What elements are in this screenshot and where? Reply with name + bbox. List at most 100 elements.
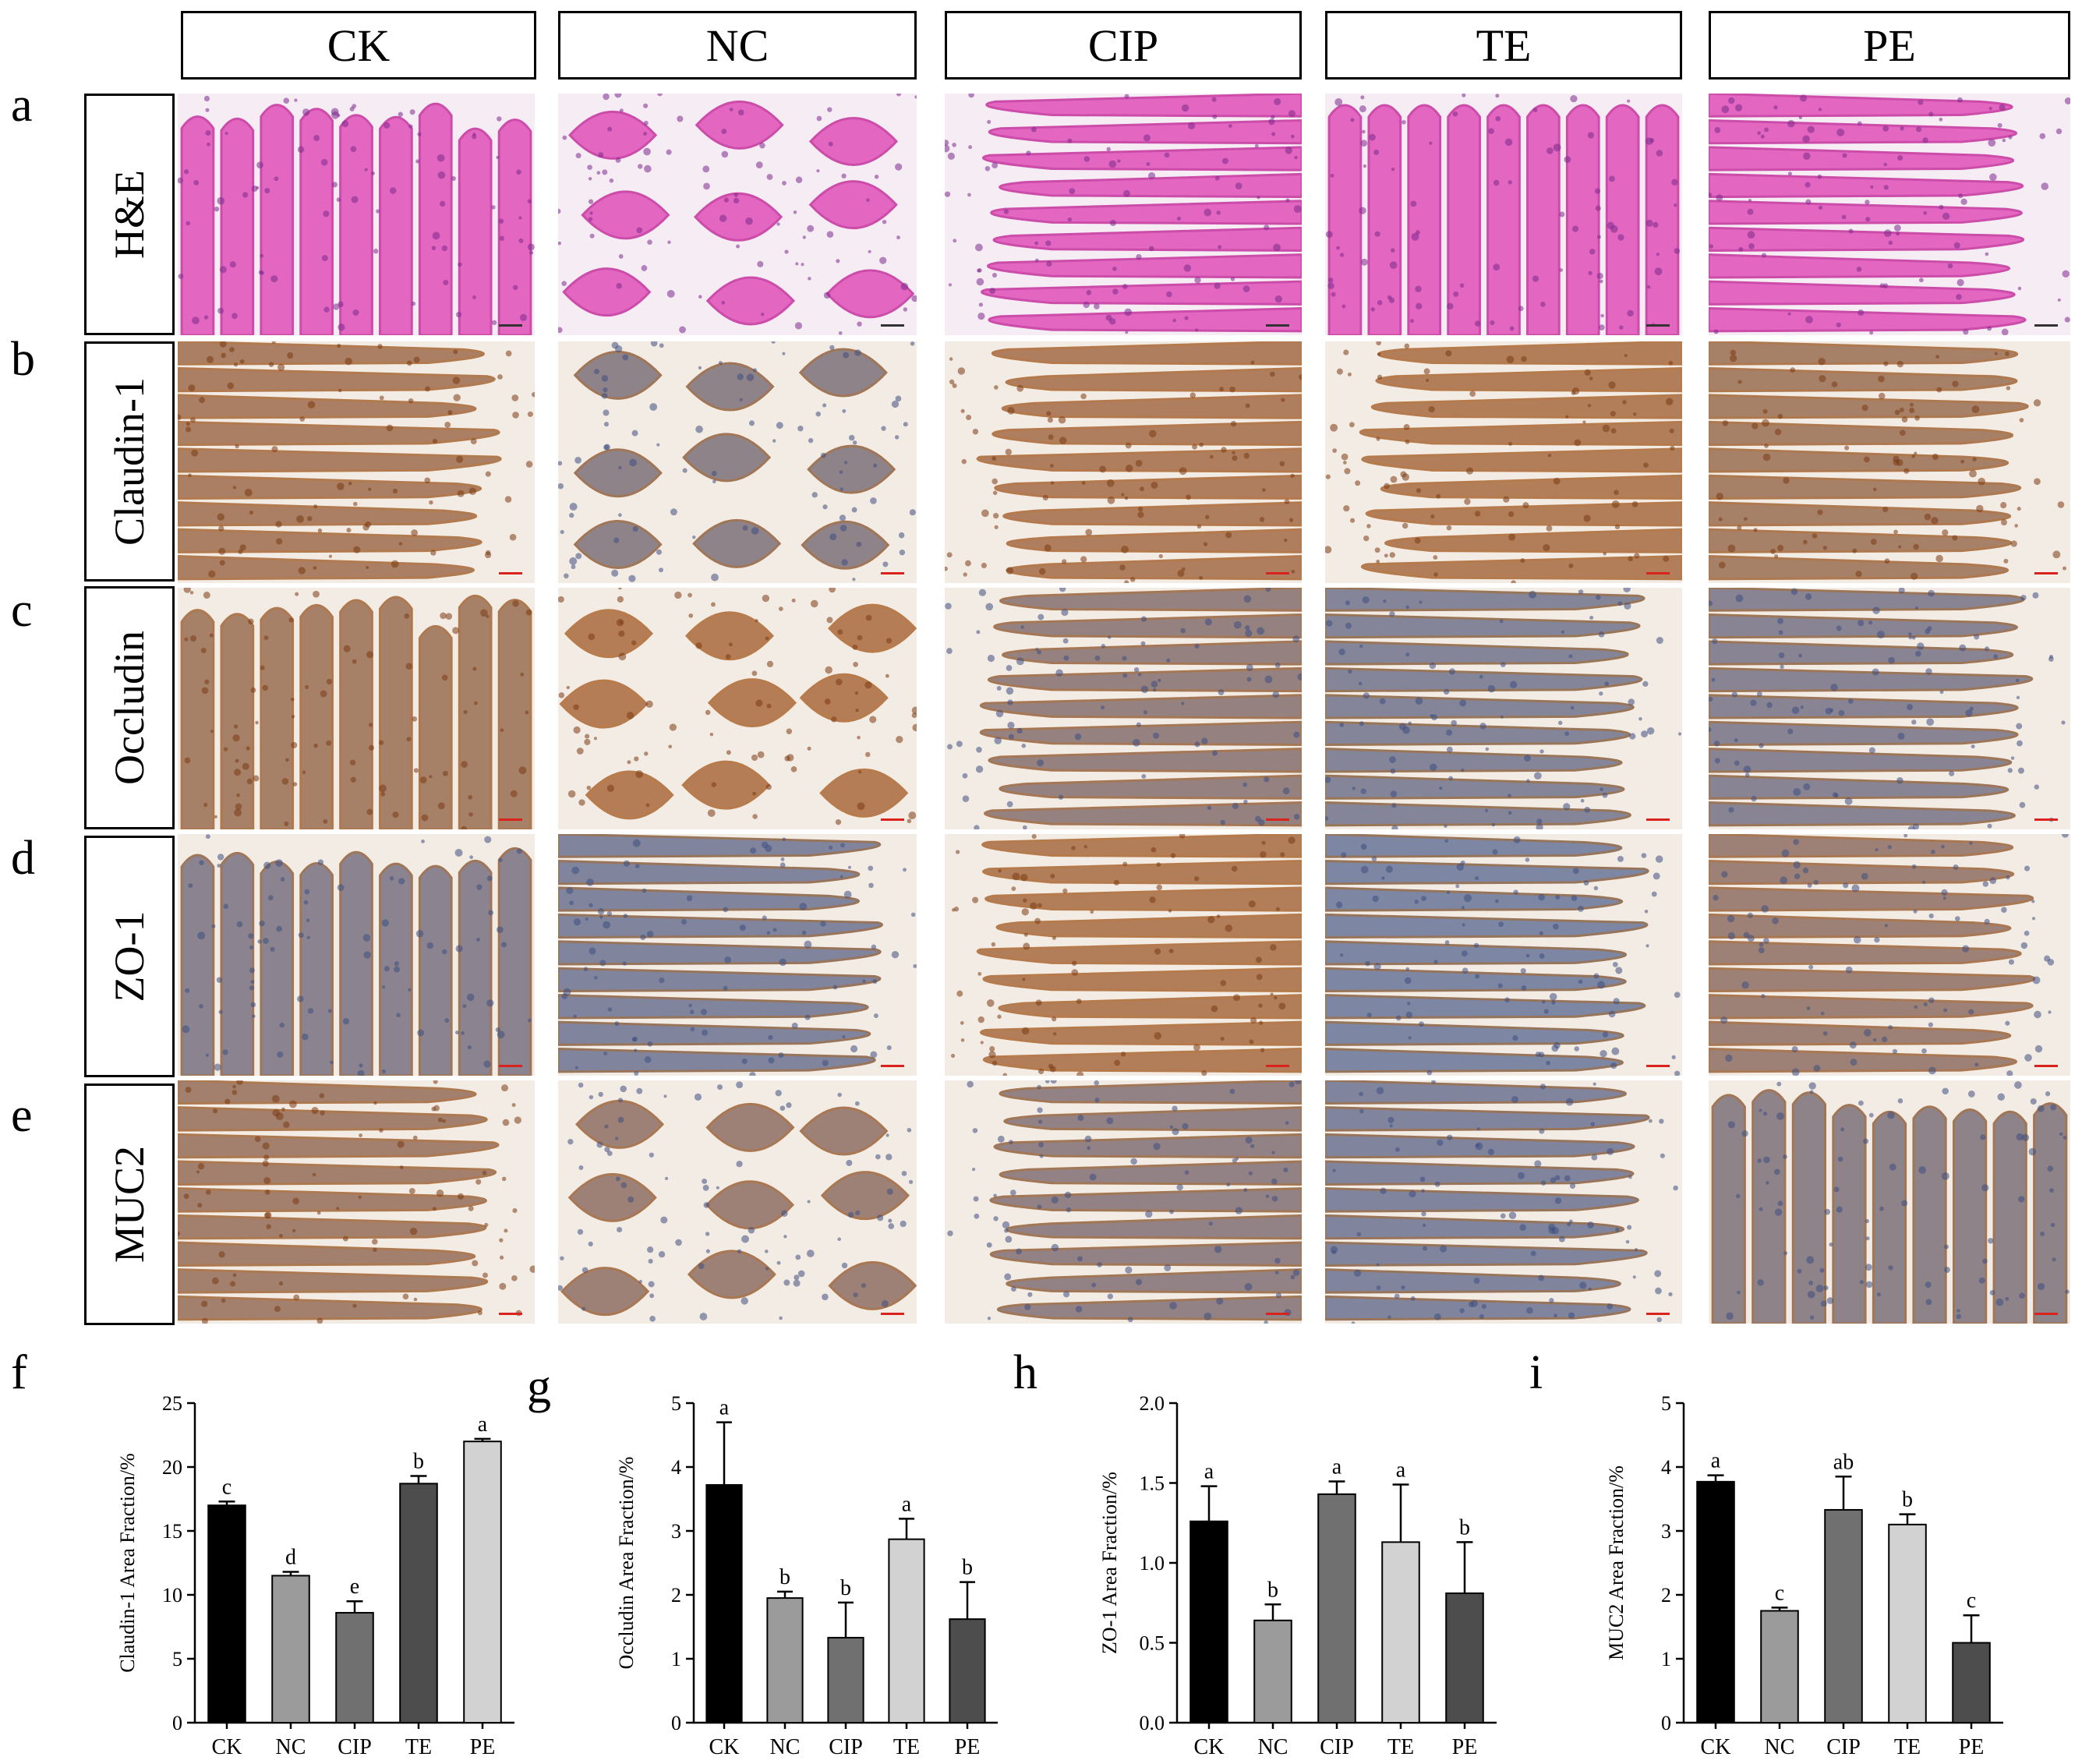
chart-h-ytick-label: 2.0 bbox=[1140, 1392, 1165, 1415]
chart-zo-1: ZO-1 Area Fraction/% 0.0 0.5 1.0 1.5 2.0 a CK b N… bbox=[1098, 1388, 1504, 1762]
chart-h-sig-letter-ck: a bbox=[1204, 1460, 1214, 1484]
chart-i-xtick-label-pe: PE bbox=[1959, 1735, 1985, 1759]
chart-i-xtick-label-te: TE bbox=[1894, 1735, 1921, 1759]
column-header-te: TE bbox=[1325, 11, 1682, 80]
panel-letter-e: e bbox=[11, 1089, 33, 1142]
panel-letter-i: i bbox=[1529, 1346, 1543, 1399]
chart-f-bar-nc bbox=[271, 1575, 310, 1723]
chart-g-bar-ck bbox=[705, 1483, 743, 1724]
row-label-claudin-1-text: Claudin-1 bbox=[106, 377, 153, 546]
micrograph-r4-c4 bbox=[1325, 834, 1682, 1076]
row-label-occludin: Occludin bbox=[84, 586, 175, 829]
chart-muc2: MUC2 Area Fraction/% 0 1 2 3 4 5 a CK c NC ab CIP b TE… bbox=[1605, 1388, 2011, 1762]
chart-g-ytick-label: 0 bbox=[671, 1712, 681, 1734]
micrograph-r3-c1 bbox=[178, 588, 535, 829]
chart-f-xtick-label-ck: CK bbox=[212, 1735, 242, 1759]
chart-f-ytick-label: 25 bbox=[162, 1392, 182, 1415]
chart-g-ytick-label: 3 bbox=[671, 1520, 681, 1543]
chart-f-ylabel: Claudin-1 Area Fraction/% bbox=[116, 1453, 139, 1673]
panel-letter-a: a bbox=[11, 79, 33, 132]
chart-i-xtick-label-cip: CIP bbox=[1826, 1735, 1861, 1759]
row-label-zo-1: ZO-1 bbox=[84, 836, 175, 1077]
chart-h-bar-nc bbox=[1253, 1619, 1292, 1723]
chart-g-xtick-label-te: TE bbox=[893, 1735, 920, 1759]
micrograph-r1-c3 bbox=[945, 94, 1302, 335]
micrograph-r2-c2 bbox=[558, 341, 917, 583]
micrograph-r5-c1 bbox=[178, 1080, 535, 1324]
chart-h-ytick-label: 1.5 bbox=[1140, 1472, 1165, 1495]
chart-f-sig-letter-nc: d bbox=[285, 1545, 296, 1569]
chart-h-xtick-label-ck: CK bbox=[1194, 1735, 1225, 1759]
chart-h-bar-cip bbox=[1317, 1493, 1356, 1723]
column-header-pe: PE bbox=[1709, 11, 2070, 80]
micrograph-r2-c3 bbox=[945, 341, 1302, 583]
micrograph-r4-c2 bbox=[558, 834, 917, 1076]
chart-h-bar-ck bbox=[1189, 1520, 1228, 1723]
chart-g-ytick-label: 4 bbox=[671, 1456, 681, 1479]
chart-i-bar-pe bbox=[1952, 1642, 1991, 1723]
micrograph-r3-c2 bbox=[558, 588, 917, 829]
chart-h-sig-letter-cip: a bbox=[1332, 1455, 1342, 1479]
chart-f-ytick-label: 10 bbox=[162, 1584, 182, 1607]
chart-i-ytick-label: 5 bbox=[1661, 1392, 1671, 1415]
chart-f-xtick-label-nc: NC bbox=[276, 1735, 306, 1759]
chart-h-xtick-label-cip: CIP bbox=[1320, 1735, 1354, 1759]
chart-i-bar-te bbox=[1888, 1523, 1927, 1723]
chart-g-bar-pe bbox=[949, 1618, 986, 1723]
chart-g-sig-letter-te: a bbox=[902, 1492, 912, 1516]
row-label-he-text: H&E bbox=[106, 170, 153, 259]
row-label-muc2-text: MUC2 bbox=[106, 1145, 153, 1264]
chart-f-sig-letter-cip: e bbox=[350, 1575, 359, 1599]
chart-i-ytick-label: 3 bbox=[1661, 1520, 1671, 1543]
chart-i-bar-nc bbox=[1760, 1610, 1799, 1723]
chart-g-sig-letter-pe: b bbox=[962, 1556, 973, 1580]
chart-claudin-1: Claudin-1 Area Fraction/% 0 5 10 15 20 25 c CK d N… bbox=[116, 1388, 522, 1762]
row-label-muc2: MUC2 bbox=[84, 1083, 175, 1325]
micrograph-r1-c4 bbox=[1325, 94, 1682, 335]
panel-letter-c: c bbox=[11, 584, 33, 637]
chart-h-sig-letter-nc: b bbox=[1267, 1578, 1278, 1602]
chart-i-sig-letter-pe: c bbox=[1967, 1589, 1976, 1613]
panel-letter-g: g bbox=[527, 1360, 551, 1413]
row-label-zo-1-text: ZO-1 bbox=[106, 910, 153, 1002]
row-label-claudin-1: Claudin-1 bbox=[84, 341, 175, 582]
chart-f-ytick-label: 15 bbox=[162, 1520, 182, 1543]
micrograph-r1-c1 bbox=[178, 94, 535, 335]
chart-g-ytick-label: 5 bbox=[671, 1392, 681, 1415]
chart-g-xtick-label-pe: PE bbox=[955, 1735, 981, 1759]
chart-h-bar-pe bbox=[1445, 1592, 1484, 1724]
chart-f-bar-pe bbox=[463, 1441, 502, 1723]
panel-letter-d: d bbox=[11, 832, 35, 885]
micrograph-r3-c3 bbox=[945, 588, 1302, 829]
row-label-occludin-text: Occludin bbox=[106, 631, 153, 785]
chart-g-ytick-label: 2 bbox=[671, 1584, 681, 1607]
chart-f-bar-cip bbox=[335, 1611, 374, 1723]
chart-i-sig-letter-cip: ab bbox=[1833, 1450, 1854, 1474]
micrograph-r3-c5 bbox=[1709, 588, 2070, 829]
chart-f-bar-ck bbox=[207, 1504, 246, 1723]
chart-g-bar-te bbox=[888, 1538, 925, 1723]
chart-h-xtick-label-pe: PE bbox=[1452, 1735, 1478, 1759]
chart-f-ytick-label: 20 bbox=[162, 1456, 182, 1479]
micrograph-r5-c2 bbox=[558, 1080, 917, 1324]
chart-h-ytick-label: 1.0 bbox=[1140, 1552, 1165, 1575]
micrograph-r3-c4 bbox=[1325, 588, 1682, 829]
micrograph-r1-c2 bbox=[558, 94, 917, 335]
chart-f-xtick-label-cip: CIP bbox=[338, 1735, 372, 1759]
chart-i-sig-letter-ck: a bbox=[1711, 1449, 1721, 1473]
chart-i-xtick-label-nc: NC bbox=[1765, 1735, 1795, 1759]
column-header-nc: NC bbox=[558, 11, 917, 80]
chart-i-bar-ck bbox=[1696, 1480, 1735, 1724]
chart-i-ylabel: MUC2 Area Fraction/% bbox=[1605, 1465, 1628, 1660]
row-label-he: H&E bbox=[84, 94, 175, 335]
chart-f-xtick-label-te: TE bbox=[405, 1735, 432, 1759]
chart-i-sig-letter-nc: c bbox=[1775, 1581, 1784, 1605]
chart-i-sig-letter-te: b bbox=[1902, 1488, 1913, 1512]
chart-g-xtick-label-cip: CIP bbox=[829, 1735, 863, 1759]
column-header-ck: CK bbox=[181, 11, 536, 80]
chart-g-xtick-label-nc: NC bbox=[770, 1735, 801, 1759]
chart-h-sig-letter-pe: b bbox=[1459, 1515, 1470, 1540]
chart-f-bar-te bbox=[399, 1483, 438, 1723]
chart-h-ylabel: ZO-1 Area Fraction/% bbox=[1098, 1472, 1121, 1654]
